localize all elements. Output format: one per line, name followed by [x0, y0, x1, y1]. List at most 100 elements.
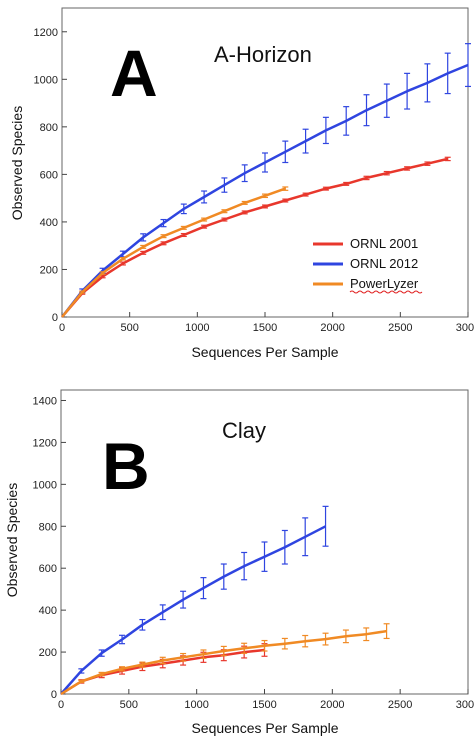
- panel-a-error-bar-ornl-2001: [180, 232, 187, 238]
- panel-b-y-tick-label: 400: [39, 605, 57, 617]
- panel-b-x-tick-label: 2000: [320, 699, 344, 711]
- panel-b-error-bar-powerlyzer: [281, 637, 288, 650]
- panel-b-title: Clay: [222, 418, 266, 443]
- panel-b-error-bar-powerlyzer: [98, 671, 105, 677]
- panel-a-error-bar-ornl-2012: [424, 63, 431, 103]
- panel-a-error-bar-powerlyzer: [140, 244, 147, 249]
- panel-b-error-bar-powerlyzer: [180, 652, 187, 662]
- panel-b-x-tick-label: 2500: [388, 699, 412, 711]
- panel-a-error-bar-ornl-2012: [343, 106, 350, 136]
- panel-a-x-tick-label: 2500: [388, 322, 412, 334]
- panel-a-error-bar-ornl-2001: [201, 224, 208, 229]
- panel-b-error-bar-powerlyzer: [200, 649, 207, 659]
- panel-b-error-bar-powerlyzer: [119, 666, 126, 672]
- panel-b-x-tick-label: 0: [58, 699, 64, 711]
- panel-a-y-tick-label: 0: [52, 312, 58, 324]
- panel-a-error-bar-ornl-2012: [160, 218, 167, 228]
- panel-b-error-bar-powerlyzer: [78, 679, 85, 684]
- panel-a-error-bar-ornl-2012: [465, 43, 471, 88]
- panel-a-y-tick-label: 1200: [34, 27, 58, 39]
- panel-a-error-bar-ornl-2001: [160, 241, 167, 246]
- panel-a-error-bar-powerlyzer: [79, 290, 86, 294]
- panel-b-error-bar-powerlyzer: [302, 634, 309, 648]
- panel-a-error-bar-powerlyzer: [119, 256, 126, 261]
- panel-a-error-bar-ornl-2001: [363, 175, 370, 181]
- panel-b-x-axis-label: Sequences Per Sample: [191, 720, 338, 736]
- panel-a-error-bar-powerlyzer: [282, 186, 289, 191]
- panel-a-line-ornl-2001: [61, 157, 448, 318]
- panel-b-error-bar-powerlyzer: [322, 632, 329, 646]
- panel-a-error-bar-ornl-2001: [383, 170, 390, 176]
- panel-a-error-bar-powerlyzer: [99, 271, 106, 275]
- panel-a-y-tick-label: 800: [40, 122, 58, 134]
- panel-a-error-bar-ornl-2012: [282, 140, 289, 164]
- panel-a-y-tick-label: 1000: [34, 74, 58, 86]
- panel-a-error-bar-powerlyzer: [221, 209, 228, 214]
- panel-b-error-bar-powerlyzer: [342, 629, 349, 644]
- panel-a-error-bar-ornl-2001: [119, 261, 126, 266]
- panel-b-error-bar-ornl-2012: [322, 505, 329, 547]
- panel-a-x-tick-label: 1500: [253, 322, 277, 334]
- panel-a-x-tick-label: 1000: [185, 322, 209, 334]
- panel-a-error-bar-ornl-2001: [221, 217, 228, 222]
- panel-a-title: A-Horizon: [214, 42, 312, 67]
- panel-a-error-bar-powerlyzer: [262, 193, 268, 199]
- panel-a-series-powerlyzer: [61, 186, 289, 318]
- panel-b-error-bar-powerlyzer: [363, 627, 370, 642]
- panel-b-error-bar-powerlyzer: [139, 661, 146, 668]
- panel-b-error-bar-ornl-2012: [78, 668, 85, 674]
- panel-a-series-ornl-2012: [61, 43, 471, 318]
- panel-b-error-bar-powerlyzer: [220, 645, 227, 657]
- panel-a-error-bar-powerlyzer: [180, 225, 187, 230]
- panel-b-series-ornl-2012: [60, 505, 329, 695]
- panel-a-series-ornl-2001: [61, 156, 451, 318]
- panel-b-error-bar-ornl-2012: [180, 590, 187, 609]
- legend: ORNL 2001 ORNL 2012 PowerLyzer: [313, 236, 423, 294]
- panel-b-x-tick-label: 1000: [184, 699, 208, 711]
- panel-b-error-bar-ornl-2012: [98, 649, 105, 657]
- panel-a-error-bar-powerlyzer: [241, 200, 248, 205]
- panel-a-error-bar-ornl-2001: [282, 198, 289, 203]
- panel-b-error-bar-powerlyzer: [241, 642, 248, 654]
- panel-a-y-tick-label: 600: [40, 169, 58, 181]
- panel-a-letter: A: [110, 36, 158, 110]
- panel-a-error-bar-ornl-2001: [343, 181, 350, 186]
- panel-b-y-tick-label: 200: [39, 647, 57, 659]
- panel-a-error-bar-powerlyzer: [201, 217, 208, 222]
- panel-a-error-bar-ornl-2001: [322, 186, 329, 191]
- panel-b-error-bar-powerlyzer: [261, 639, 268, 652]
- panel-a-y-tick-label: 200: [40, 264, 58, 276]
- panel-a-y-tick-label: 400: [40, 217, 58, 229]
- panel-a-x-axis-label: Sequences Per Sample: [191, 344, 338, 360]
- panel-a-error-bar-ornl-2012: [302, 128, 309, 154]
- panel-b-y-tick-label: 1200: [33, 437, 57, 449]
- panel-a-chart: A A-Horizon Sequences Per Sample Observe…: [0, 0, 474, 370]
- panel-a-error-bar-ornl-2001: [302, 192, 309, 197]
- panel-a-background: [0, 0, 474, 370]
- panel-a-error-bar-ornl-2012: [383, 83, 390, 118]
- panel-a-error-bar-ornl-2012: [221, 177, 228, 193]
- panel-a-error-bar-ornl-2012: [241, 164, 248, 183]
- panel-b-error-bar-ornl-2012: [281, 529, 288, 565]
- panel-a-error-bar-ornl-2012: [140, 233, 147, 242]
- panel-a-error-bar-ornl-2001: [424, 161, 431, 166]
- panel-a-x-tick-label: 2000: [320, 322, 344, 334]
- panel-a-line-powerlyzer: [61, 187, 286, 318]
- panel-b-error-bar-ornl-2012: [200, 577, 207, 600]
- panel-b-error-bar-ornl-2012: [139, 618, 146, 631]
- panel-b-error-bar-ornl-2012: [302, 517, 309, 557]
- panel-b-x-tick-label: 500: [120, 699, 138, 711]
- panel-a-error-bar-ornl-2012: [322, 116, 329, 145]
- panel-a-error-bar-ornl-2012: [201, 190, 208, 204]
- panel-b-chart: B Clay Sequences Per Sample Observed Spe…: [0, 384, 474, 739]
- panel-b-error-bar-ornl-2012: [241, 551, 248, 581]
- legend-label-ornl-2012: ORNL 2012: [350, 256, 418, 271]
- panel-b-line-ornl-2012: [60, 525, 327, 695]
- panel-a-series: [61, 43, 471, 318]
- panel-b-y-tick-label: 1400: [33, 395, 57, 407]
- panel-b-error-bar-ornl-2012: [159, 604, 166, 621]
- panel-a-error-bar-ornl-2012: [363, 94, 370, 127]
